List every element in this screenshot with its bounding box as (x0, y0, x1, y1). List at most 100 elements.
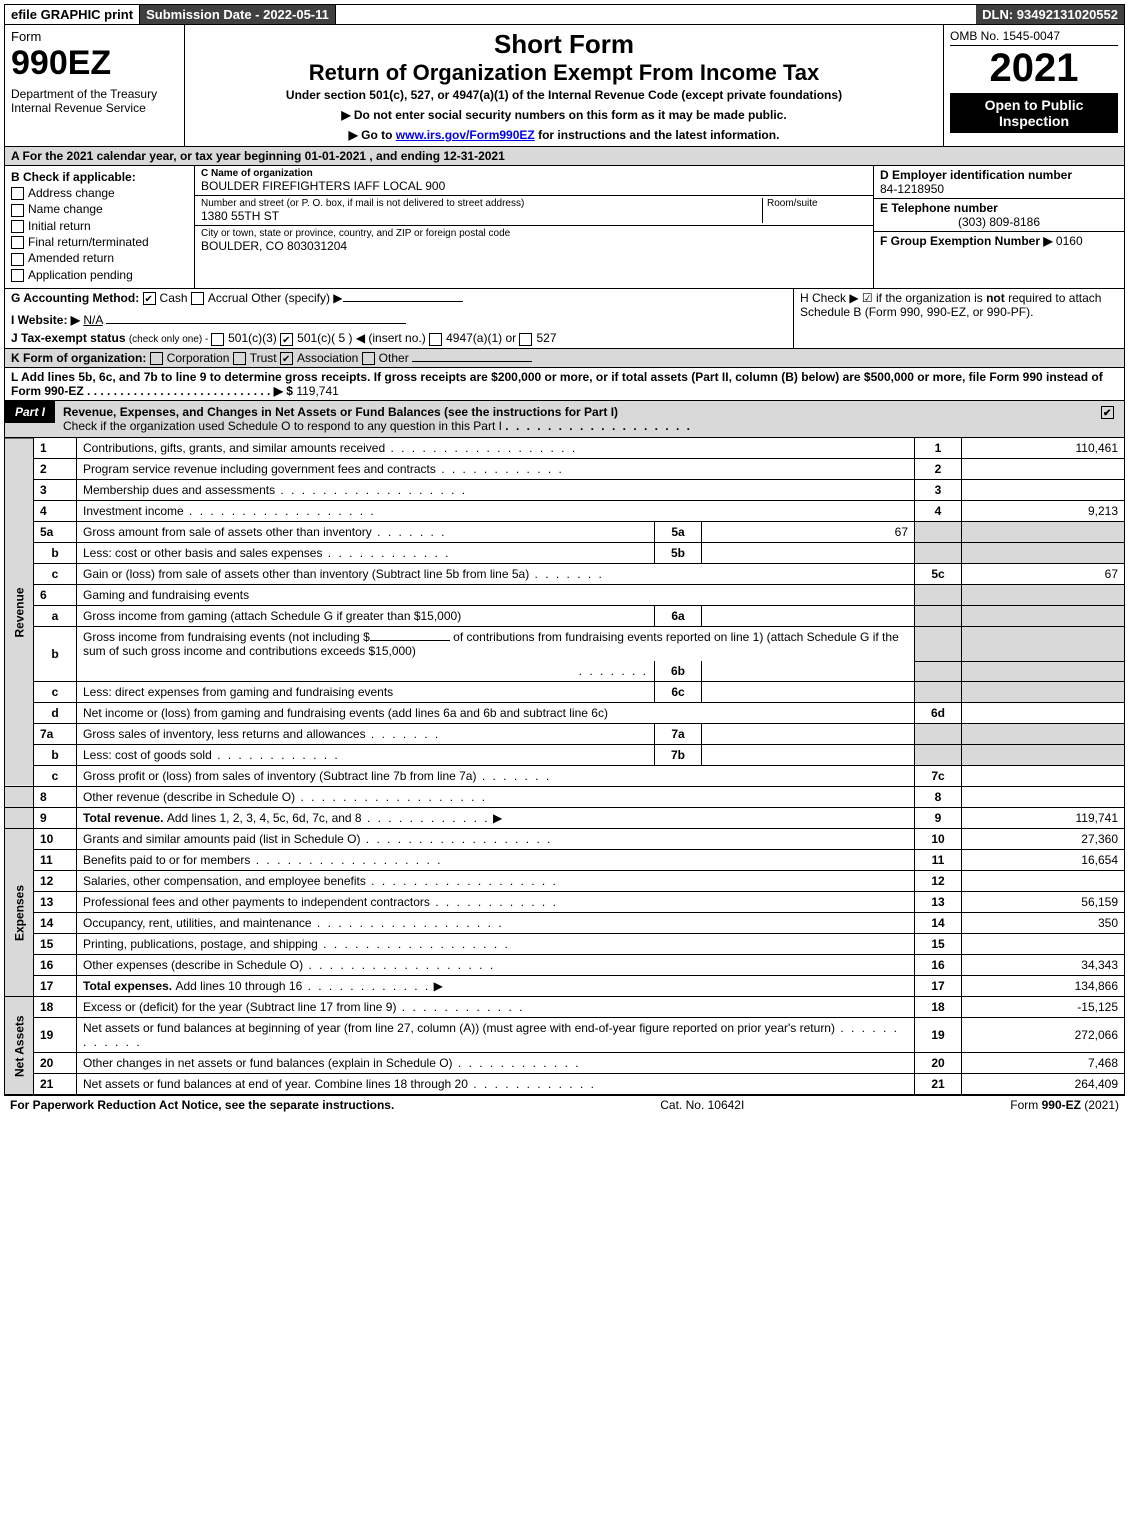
line-21-box: 21 (915, 1074, 962, 1095)
line-20-box: 20 (915, 1053, 962, 1074)
check-name-change[interactable]: Name change (11, 202, 188, 216)
line-6d-box: 6d (915, 703, 962, 724)
note-goto: ▶ Go to www.irs.gov/Form990EZ for instru… (191, 128, 937, 142)
line-7b-grey (915, 745, 962, 766)
line-7a-grey2 (962, 724, 1125, 745)
line-9-box: 9 (915, 808, 962, 829)
street: 1380 55TH ST (201, 209, 758, 223)
line-5a-ival: 67 (702, 522, 915, 543)
line-10-amount: 27,360 (962, 829, 1125, 850)
k-label: K Form of organization: (11, 351, 146, 365)
section-k: K Form of organization: Corporation Trus… (4, 349, 1125, 368)
footer: For Paperwork Reduction Act Notice, see … (4, 1095, 1125, 1114)
other-org-field[interactable] (412, 361, 532, 362)
line-6b-num: b (34, 627, 77, 682)
line-7c-desc: Gross profit or (loss) from sales of inv… (77, 766, 915, 787)
check-corporation[interactable] (150, 352, 163, 365)
goto-post: for instructions and the latest informat… (535, 128, 780, 142)
under-section: Under section 501(c), 527, or 4947(a)(1)… (191, 88, 937, 102)
line-11-desc: Benefits paid to or for members (77, 850, 915, 871)
line-16-desc: Other expenses (describe in Schedule O) (77, 955, 915, 976)
check-501c[interactable] (280, 333, 293, 346)
top-bar-spacer (336, 13, 976, 17)
line-7c-box: 7c (915, 766, 962, 787)
line-10-desc: Grants and similar amounts paid (list in… (77, 829, 915, 850)
top-bar: efile GRAPHIC print Submission Date - 20… (4, 4, 1125, 25)
line-7a-ival (702, 724, 915, 745)
line-5a-grey (915, 522, 962, 543)
line-1-desc: Contributions, gifts, grants, and simila… (77, 438, 915, 459)
check-application-pending[interactable]: Application pending (11, 268, 188, 282)
line-17-box: 17 (915, 976, 962, 997)
line-20-num: 20 (34, 1053, 77, 1074)
header-center: Short Form Return of Organization Exempt… (185, 25, 944, 146)
line-2-desc: Program service revenue including govern… (77, 459, 915, 480)
line-10-box: 10 (915, 829, 962, 850)
line-8-box: 8 (915, 787, 962, 808)
check-other-org[interactable] (362, 352, 375, 365)
check-501c3[interactable] (211, 333, 224, 346)
line-6a-ival (702, 606, 915, 627)
city-label: City or town, state or province, country… (201, 228, 867, 239)
net-assets-side-label: Net Assets (5, 997, 34, 1095)
line-15-desc: Printing, publications, postage, and shi… (77, 934, 915, 955)
line-6d-desc: Net income or (loss) from gaming and fun… (77, 703, 915, 724)
header-right: OMB No. 1545-0047 2021 Open to Public In… (944, 25, 1124, 146)
section-f: F Group Exemption Number ▶ 0160 (874, 232, 1124, 250)
line-4-desc: Investment income (77, 501, 915, 522)
line-8-num: 8 (34, 787, 77, 808)
check-association[interactable] (280, 352, 293, 365)
section-b-label: B Check if applicable: (11, 170, 188, 184)
section-d: D Employer identification number 84-1218… (874, 166, 1124, 199)
section-def: D Employer identification number 84-1218… (874, 166, 1124, 288)
line-5b-ival (702, 543, 915, 564)
efile-label[interactable]: efile GRAPHIC print (5, 5, 140, 24)
city: BOULDER, CO 803031204 (201, 239, 867, 253)
line-2-box: 2 (915, 459, 962, 480)
line-14-amount: 350 (962, 913, 1125, 934)
i-label: I Website: ▶ (11, 313, 80, 327)
line-19-num: 19 (34, 1018, 77, 1053)
line-6c-grey2 (962, 682, 1125, 703)
line-21-num: 21 (34, 1074, 77, 1095)
line-17-amount: 134,866 (962, 976, 1125, 997)
check-527[interactable] (519, 333, 532, 346)
check-accrual[interactable] (191, 292, 204, 305)
check-trust[interactable] (233, 352, 246, 365)
line-5a-desc: Gross amount from sale of assets other t… (77, 522, 655, 543)
part-1-check[interactable] (1095, 401, 1124, 423)
line-7b-num: b (34, 745, 77, 766)
other-specify-field[interactable] (343, 301, 463, 302)
check-final-return[interactable]: Final return/terminated (11, 235, 188, 249)
line-6b-ival (702, 661, 915, 682)
line-6c-num: c (34, 682, 77, 703)
g-label: G Accounting Method: (11, 291, 139, 305)
irs-link[interactable]: www.irs.gov/Form990EZ (396, 128, 535, 142)
line-12-box: 12 (915, 871, 962, 892)
line-5a-grey2 (962, 522, 1125, 543)
check-amended-return[interactable]: Amended return (11, 251, 188, 265)
line-11-amount: 16,654 (962, 850, 1125, 871)
line-6b-grey3 (915, 661, 962, 682)
line-5c-desc: Gain or (loss) from sale of assets other… (77, 564, 915, 585)
line-1-amount: 110,461 (962, 438, 1125, 459)
d-label: D Employer identification number (880, 168, 1118, 182)
line-5a-ibox: 5a (655, 522, 702, 543)
check-initial-return[interactable]: Initial return (11, 219, 188, 233)
line-10-num: 10 (34, 829, 77, 850)
title-return: Return of Organization Exempt From Incom… (191, 60, 937, 86)
line-1-box: 1 (915, 438, 962, 459)
website-link[interactable]: N/A (83, 313, 102, 327)
check-address-change[interactable]: Address change (11, 186, 188, 200)
line-1-num: 1 (34, 438, 77, 459)
check-4947[interactable] (429, 333, 442, 346)
line-5c-amount: 67 (962, 564, 1125, 585)
contributions-field[interactable] (370, 640, 450, 641)
check-cash[interactable] (143, 292, 156, 305)
line-13-desc: Professional fees and other payments to … (77, 892, 915, 913)
line-6-grey2 (962, 585, 1125, 606)
website-field (106, 323, 406, 324)
line-18-box: 18 (915, 997, 962, 1018)
line-20-desc: Other changes in net assets or fund bala… (77, 1053, 915, 1074)
line-6b-dots (77, 661, 655, 682)
